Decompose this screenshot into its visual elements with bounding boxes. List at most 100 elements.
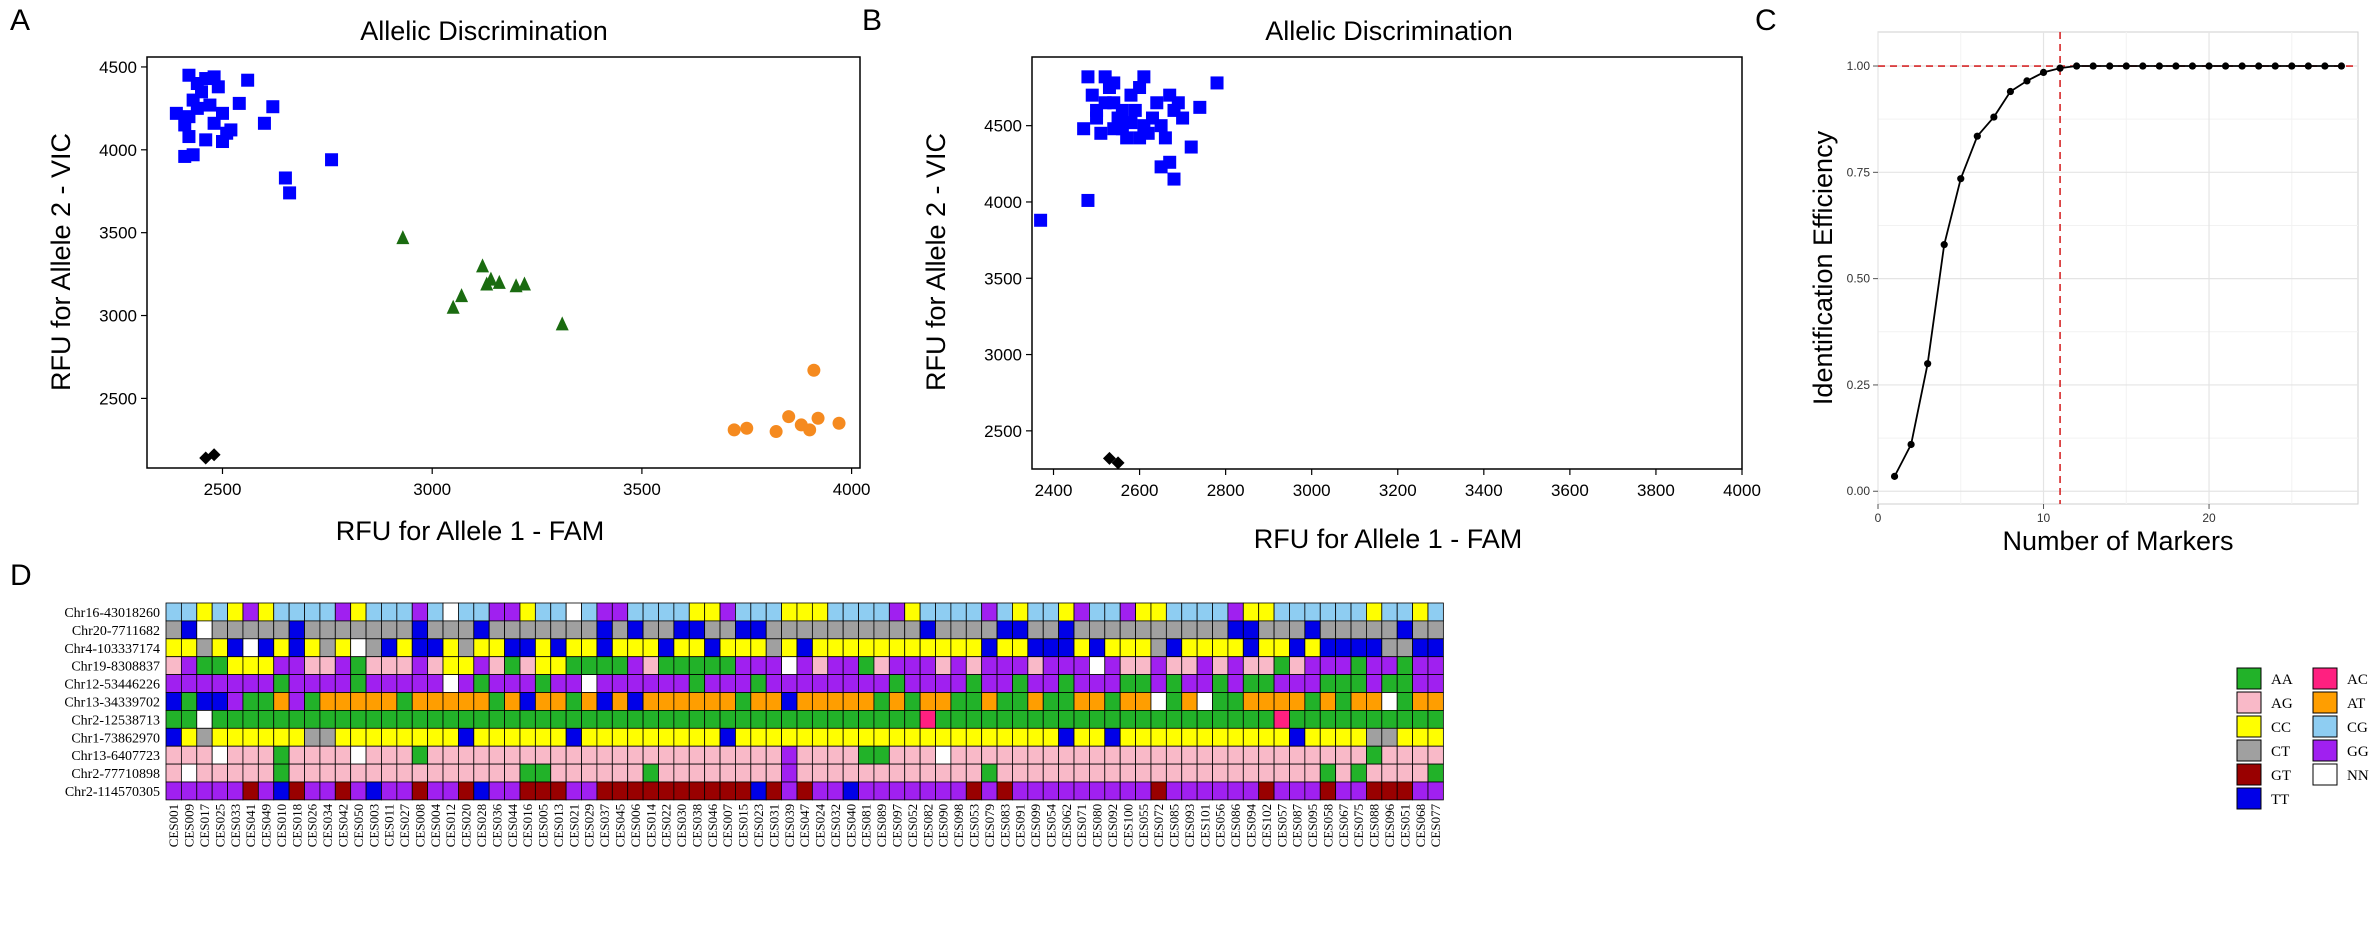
cell-Chr1-73862970-CES097 (888, 727, 906, 747)
panel-a-point-allele-2-18 (186, 148, 200, 162)
cell-Chr1-73862970-CES026 (304, 727, 321, 747)
cell-Chr20-7711682-CES056 (1212, 620, 1229, 640)
cell-Chr2-12538713-CES093 (1181, 710, 1198, 729)
cell-Chr12-53446226-CES079 (981, 674, 998, 693)
cell-Chr4-103337174-CES067 (1335, 638, 1352, 658)
cell-Chr2-12538713-CES053 (965, 710, 983, 729)
cell-Chr19-8308837-CES096 (1381, 656, 1398, 676)
column-label-CES092: CES092 (1105, 804, 1120, 847)
cell-Chr20-7711682-CES050 (350, 620, 367, 640)
cell-Chr13-34339702-CES100 (1119, 692, 1136, 711)
cell-Chr2-77710898-CES037 (596, 763, 613, 783)
cell-Chr2-114570305-CES046 (704, 781, 721, 801)
cell-Chr4-103337174-CES050 (350, 638, 367, 658)
cell-Chr2-77710898-CES097 (888, 763, 906, 783)
cell-Chr2-77710898-CES021 (565, 763, 582, 783)
cell-Chr1-73862970-CES092 (1104, 727, 1121, 747)
cell-Chr2-12538713-CES075 (1350, 710, 1367, 729)
cell-Chr16-43018260-CES037 (596, 602, 613, 622)
cell-Chr2-114570305-CES096 (1381, 781, 1398, 801)
cell-Chr12-53446226-CES021 (565, 674, 582, 693)
cell-Chr16-43018260-CES025 (211, 602, 228, 622)
cell-Chr16-43018260-CES045 (611, 602, 629, 622)
cell-Chr16-43018260-CES040 (842, 602, 859, 622)
cell-Chr13-6407723-CES027 (396, 745, 413, 765)
cell-Chr12-53446226-CES075 (1350, 674, 1367, 693)
column-label-CES072: CES072 (1151, 804, 1166, 847)
cell-Chr2-12538713-CES045 (611, 710, 629, 729)
cell-Chr2-12538713-CES038 (688, 710, 706, 729)
cell-Chr12-53446226-CES058 (1319, 674, 1337, 693)
cell-Chr12-53446226-CES033 (227, 674, 244, 693)
column-label-CES075: CES075 (1351, 804, 1366, 847)
cell-Chr2-114570305-CES097 (888, 781, 906, 801)
cell-Chr13-6407723-CES024 (811, 745, 829, 765)
cell-Chr20-7711682-CES016 (519, 620, 536, 640)
cell-Chr12-53446226-CES102 (1258, 674, 1275, 693)
legend-label-tt: TT (2271, 792, 2289, 808)
cell-Chr20-7711682-CES007 (719, 620, 736, 640)
cell-Chr4-103337174-CES082 (919, 638, 936, 658)
cell-Chr2-114570305-CES039 (781, 781, 798, 801)
cell-Chr13-6407723-CES072 (1150, 745, 1167, 765)
cell-Chr1-73862970-CES054 (1042, 727, 1060, 747)
cell-Chr19-8308837-CES036 (488, 656, 505, 676)
cell-Chr1-73862970-CES051 (1396, 727, 1413, 747)
cell-Chr19-8308837-CES021 (565, 656, 582, 676)
cell-Chr1-73862970-CES022 (658, 727, 675, 747)
panel-c-xtick-label-0: 0 (1875, 511, 1882, 525)
panel-a-point-allele-2-26 (325, 153, 339, 167)
cell-Chr12-53446226-CES017 (196, 674, 213, 693)
row-label-4: Chr12-53446226 (64, 678, 160, 693)
panel-b-point-allele-2-5 (1094, 126, 1108, 140)
cell-Chr2-77710898-CES101 (1196, 763, 1213, 783)
panel-a-point-heterozygote-8 (517, 276, 531, 291)
cell-Chr13-6407723-CES088 (1366, 745, 1383, 765)
cell-Chr20-7711682-CES012 (442, 620, 459, 640)
cell-Chr13-34339702-CES005 (534, 692, 552, 711)
cell-Chr2-77710898-CES088 (1366, 763, 1383, 783)
cell-Chr12-53446226-CES049 (257, 674, 275, 693)
cell-Chr19-8308837-CES018 (288, 656, 305, 676)
cell-Chr19-8308837-CES022 (658, 656, 675, 676)
cell-Chr19-8308837-CES039 (781, 656, 798, 676)
panel-b-point-allele-2-3 (1085, 88, 1099, 102)
panel-letter-a: A (10, 4, 30, 37)
cell-Chr2-114570305-CES044 (504, 781, 521, 801)
cell-Chr13-34339702-CES006 (627, 692, 644, 711)
cell-Chr4-103337174-CES038 (688, 638, 706, 658)
cell-Chr19-8308837-CES040 (842, 656, 859, 676)
cell-Chr13-34339702-CES062 (1058, 692, 1075, 711)
column-label-CES027: CES027 (397, 803, 412, 847)
cell-Chr20-7711682-CES052 (904, 620, 921, 640)
cell-Chr20-7711682-CES039 (781, 620, 798, 640)
panel-a-point-allele-2-14 (207, 116, 221, 130)
cell-Chr20-7711682-CES038 (688, 620, 706, 640)
cell-Chr20-7711682-CES102 (1258, 620, 1275, 640)
cell-Chr16-43018260-CES021 (565, 602, 582, 622)
cell-Chr12-53446226-CES097 (888, 674, 906, 693)
cell-Chr1-73862970-CES095 (1304, 727, 1321, 747)
column-label-CES004: CES004 (428, 803, 443, 847)
cell-Chr2-12538713-CES049 (257, 710, 275, 729)
cell-Chr16-43018260-CES080 (1089, 602, 1106, 622)
cell-Chr2-77710898-CES087 (1289, 763, 1306, 783)
legend-swatch-tt (2236, 787, 2262, 810)
panel-a-point-heterozygote-0 (396, 230, 410, 245)
cell-Chr16-43018260-CES032 (827, 602, 844, 622)
panel-c-point-18 (2188, 62, 2197, 70)
cell-Chr2-77710898-CES052 (904, 763, 921, 783)
panel-b-ytick-label-1: 3000 (984, 346, 1022, 365)
cell-Chr16-43018260-CES023 (750, 602, 767, 622)
cell-Chr13-6407723-CES018 (288, 745, 305, 765)
cell-Chr12-53446226-CES085 (1165, 674, 1183, 693)
cell-Chr4-103337174-CES100 (1119, 638, 1136, 658)
column-label-CES026: CES026 (305, 803, 320, 847)
cell-Chr19-8308837-CES052 (904, 656, 921, 676)
cell-Chr12-53446226-CES005 (534, 674, 552, 693)
panel-b-ytick-label-4: 4500 (984, 117, 1022, 136)
cell-Chr4-103337174-CES056 (1212, 638, 1229, 658)
cell-Chr4-103337174-CES088 (1366, 638, 1383, 658)
cell-Chr19-8308837-CES009 (180, 656, 198, 676)
cell-Chr1-73862970-CES056 (1212, 727, 1229, 747)
